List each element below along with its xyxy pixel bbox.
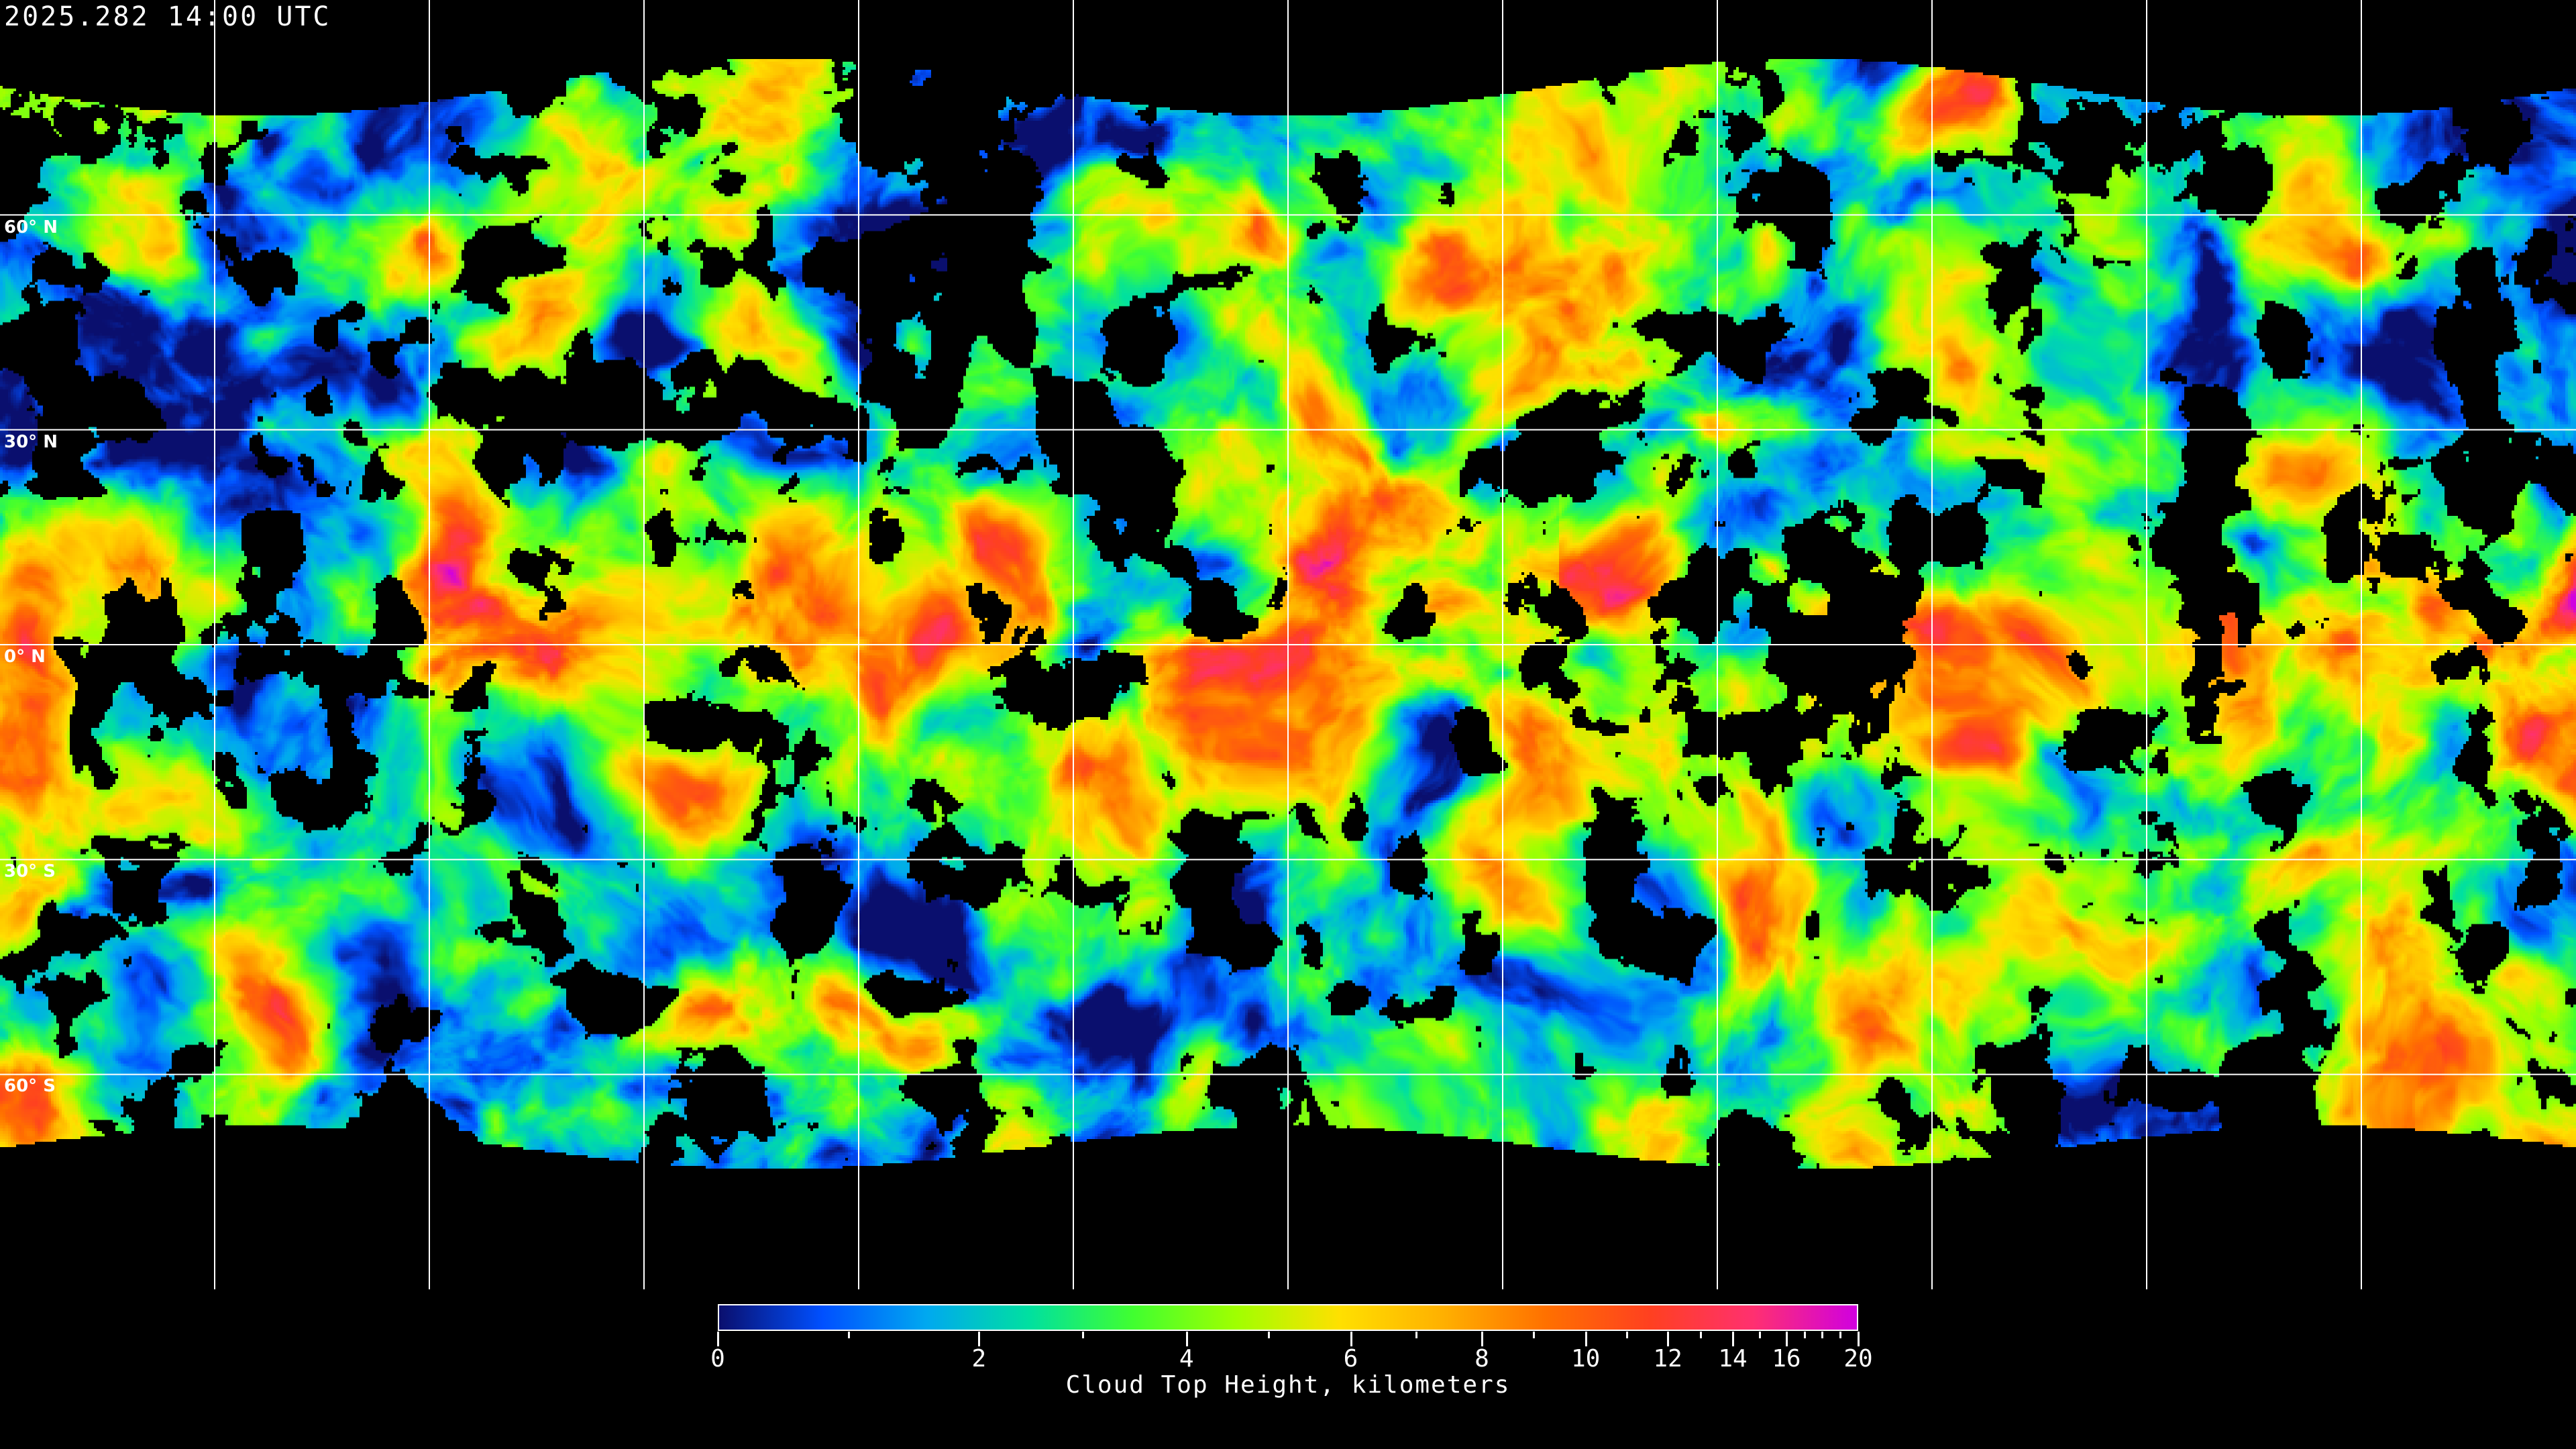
colorbar-major-tick bbox=[1858, 1332, 1860, 1346]
colorbar-tick-label: 16 bbox=[1772, 1345, 1801, 1373]
graticule bbox=[0, 0, 2576, 1289]
colorbar-ticks: 0 2 4 6 8 10 12 14 16 20 bbox=[710, 1332, 1873, 1399]
colorbar-minor-tick bbox=[1625, 1332, 1628, 1338]
lat-label-30n: 30° N bbox=[4, 432, 58, 452]
colorbar-minor-tick bbox=[1268, 1332, 1271, 1338]
colorbar-minor-tick bbox=[1699, 1332, 1702, 1338]
colorbar-major-tick bbox=[978, 1332, 981, 1346]
colorbar-minor-tick bbox=[1821, 1332, 1824, 1338]
colorbar-minor-tick bbox=[1415, 1332, 1418, 1338]
lat-label-60s: 60° S bbox=[4, 1076, 56, 1096]
colorbar-tick-label: 10 bbox=[1571, 1345, 1601, 1373]
colorbar-minor-tick bbox=[847, 1332, 850, 1338]
colorbar-tick-label: 2 bbox=[971, 1345, 987, 1373]
cloud-top-height-map: 60° N 30° N 0° N 30° S 60° S bbox=[0, 0, 2576, 1289]
colorbar-minor-tick bbox=[1082, 1332, 1084, 1338]
colorbar-major-tick bbox=[1667, 1332, 1670, 1346]
colorbar-major-tick bbox=[1481, 1332, 1483, 1346]
colorbar-tick-label: 0 bbox=[710, 1345, 725, 1373]
colorbar-major-tick bbox=[1185, 1332, 1188, 1346]
lat-label-60n: 60° N bbox=[4, 217, 58, 237]
colorbar bbox=[718, 1304, 1858, 1331]
colorbar-major-tick bbox=[1350, 1332, 1352, 1346]
colorbar-title: Cloud Top Height, kilometers bbox=[1065, 1371, 1511, 1399]
colorbar-major-tick bbox=[1732, 1332, 1734, 1346]
colorbar-major-tick bbox=[1585, 1332, 1587, 1346]
lat-label-0n: 0° N bbox=[4, 647, 46, 667]
colorbar-major-tick bbox=[1785, 1332, 1788, 1346]
colorbar-major-tick bbox=[717, 1332, 719, 1346]
colorbar-tick-label: 8 bbox=[1474, 1345, 1489, 1373]
colorbar-tick-label: 12 bbox=[1653, 1345, 1682, 1373]
colorbar-minor-tick bbox=[1803, 1332, 1806, 1338]
colorbar-minor-tick bbox=[1758, 1332, 1761, 1338]
colorbar-tick-label: 6 bbox=[1343, 1345, 1358, 1373]
colorbar-tick-label: 14 bbox=[1718, 1345, 1748, 1373]
colorbar-minor-tick bbox=[1839, 1332, 1842, 1338]
colorbar-tick-label: 4 bbox=[1179, 1345, 1194, 1373]
lat-label-30s: 30° S bbox=[4, 861, 56, 881]
colorbar-minor-tick bbox=[1533, 1332, 1536, 1338]
timestamp-title: 2025.282 14:00 UTC bbox=[4, 1, 331, 32]
colorbar-tick-label: 20 bbox=[1843, 1345, 1873, 1373]
